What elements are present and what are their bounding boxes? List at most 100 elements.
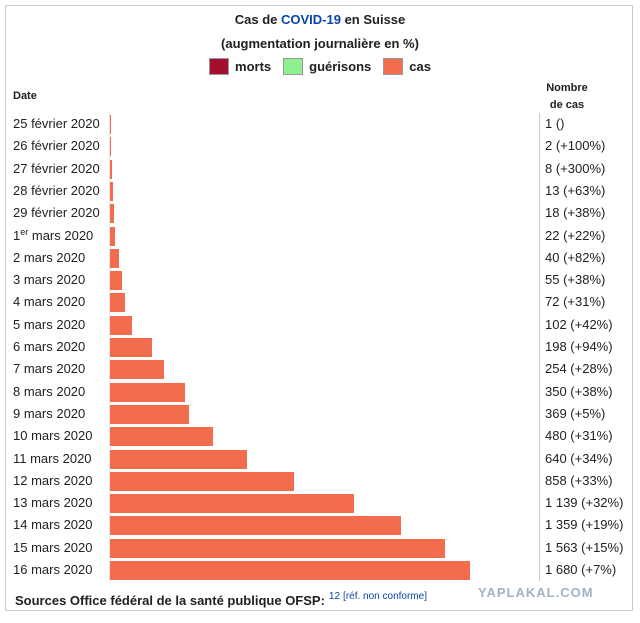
chart-row: 6 mars 2020 198 (+94%)	[0, 336, 640, 358]
chart-row: 4 mars 2020 72 (+31%)	[0, 291, 640, 313]
cases-bar	[110, 204, 114, 224]
date-label: 28 février 2020	[13, 183, 100, 198]
legend-item-morts: morts	[209, 58, 271, 75]
date-label: 16 mars 2020	[13, 562, 93, 577]
date-label: 14 mars 2020	[13, 517, 93, 532]
chart-frame	[5, 5, 633, 611]
date-text: 16 mars 2020	[13, 562, 93, 577]
chart-row: 2 mars 2020 40 (+82%)	[0, 247, 640, 269]
date-label: 4 mars 2020	[13, 294, 85, 309]
date-label: 11 mars 2020	[13, 451, 92, 466]
chart-row: 3 mars 2020 55 (+38%)	[0, 269, 640, 291]
cases-bar	[110, 404, 190, 424]
cases-bar	[110, 137, 111, 157]
date-ordinal: er	[20, 226, 29, 237]
legend-swatch	[209, 58, 230, 75]
count-label: 1 359 (+19%)	[545, 517, 624, 533]
cases-bar	[110, 449, 248, 469]
date-text: 28 février 2020	[13, 182, 100, 198]
chart-row: 28 février 2020 13 (+63%)	[0, 180, 640, 202]
date-text: 5 mars 2020	[13, 316, 86, 332]
date-text: 10 mars 2020	[13, 428, 93, 444]
date-text: 25 février 2020	[13, 116, 100, 131]
cases-bar	[110, 248, 119, 268]
date-label: 2 mars 2020	[13, 250, 85, 265]
chart-row: 1er mars 2020 22 (+22%)	[0, 225, 640, 247]
chart-row: 16 mars 2020 1 680 (+7%)	[0, 559, 640, 581]
cases-bar	[110, 315, 132, 335]
cases-bar	[110, 538, 445, 558]
date-text: 29 février 2020	[13, 205, 100, 221]
count-label: 640 (+34%)	[545, 450, 613, 466]
date-label: 29 février 2020	[13, 205, 100, 220]
cases-bar	[110, 516, 402, 536]
covid-link[interactable]: COVID-19	[280, 12, 341, 27]
count-header-line2: de cas	[549, 99, 585, 111]
chart-row: 27 février 2020 8 (+300%)	[0, 158, 640, 180]
legend-item-cas: cas	[383, 58, 431, 75]
count-label: 1 ()	[545, 116, 565, 131]
source-text: Sources Office fédéral de la santé publi…	[15, 593, 325, 608]
cases-bar	[110, 494, 355, 514]
date-text: 8 mars 2020	[13, 383, 86, 399]
count-label: 369 (+5%)	[545, 405, 606, 421]
chart-row: 26 février 2020 2 (+100%)	[0, 135, 640, 157]
date-label: 12 mars 2020	[13, 473, 93, 488]
legend-swatch	[383, 58, 404, 75]
watermark: YAPLAKAL.COM	[478, 585, 594, 600]
chart-row: 14 mars 2020 1 359 (+19%)	[0, 514, 640, 536]
chart-title: Cas de COVID-19 en Suisse	[0, 12, 640, 27]
legend: morts guérisons cas	[0, 58, 640, 75]
title-prefix: Cas de	[234, 12, 281, 27]
count-column-divider	[539, 113, 540, 581]
date-label: 10 mars 2020	[13, 428, 93, 443]
cases-bar	[110, 338, 153, 357]
count-label: 22 (+22%)	[545, 227, 606, 243]
chart-row: 11 mars 2020 640 (+34%)	[0, 448, 640, 470]
date-label: 13 mars 2020	[13, 495, 93, 510]
date-text: 3 mars 2020	[13, 272, 86, 288]
date-label: 9 mars 2020	[13, 406, 85, 421]
count-label: 198 (+94%)	[545, 339, 613, 354]
chart-row: 8 mars 2020 350 (+38%)	[0, 381, 640, 403]
cases-bar	[110, 271, 122, 291]
chart-row: 9 mars 2020 369 (+5%)	[0, 403, 640, 425]
source-ref-link[interactable]: [réf. non conforme]	[343, 591, 427, 602]
date-text: 12 mars 2020	[13, 472, 93, 488]
chart-row: 12 mars 2020 858 (+33%)	[0, 470, 640, 492]
cases-bar	[110, 226, 115, 246]
date-label: 5 mars 2020	[13, 317, 85, 332]
date-text: 11 mars 2020	[13, 450, 92, 466]
date-label: 6 mars 2020	[13, 339, 85, 354]
count-label: 1 563 (+15%)	[545, 539, 624, 555]
cases-bar	[110, 471, 294, 491]
count-column-header: Nombre de cas	[538, 80, 596, 114]
source-footnote-link[interactable]: 12	[328, 591, 341, 602]
cases-bar	[110, 159, 112, 179]
cases-bar	[110, 427, 213, 447]
title-suffix: en Suisse	[340, 12, 406, 27]
count-label: 480 (+31%)	[545, 428, 613, 444]
count-label: 350 (+38%)	[545, 383, 613, 399]
date-label: 15 mars 2020	[13, 540, 93, 555]
count-label: 1 139 (+32%)	[545, 495, 624, 511]
cases-bar	[110, 382, 185, 402]
count-label: 18 (+38%)	[545, 205, 606, 221]
date-text-rest: mars 2020	[28, 227, 94, 243]
count-label: 72 (+31%)	[545, 294, 606, 310]
count-label: 13 (+63%)	[545, 182, 606, 198]
cases-bar	[110, 293, 126, 313]
date-text: 6 mars 2020	[13, 339, 86, 354]
chart-row: 10 mars 2020 480 (+31%)	[0, 425, 640, 447]
count-label: 102 (+42%)	[545, 316, 613, 332]
source-note: Sources Office fédéral de la santé publi…	[15, 591, 427, 608]
date-text: 7 mars 2020	[13, 361, 86, 377]
date-text: 2 mars 2020	[13, 249, 86, 265]
date-label: 27 février 2020	[13, 161, 100, 176]
date-column-header: Date	[13, 90, 37, 102]
count-label: 40 (+82%)	[545, 249, 606, 265]
cases-bar	[110, 115, 111, 134]
chart-row: 25 février 2020 1 ()	[0, 113, 640, 135]
date-label: 3 mars 2020	[13, 272, 85, 287]
count-label: 858 (+33%)	[545, 472, 613, 488]
